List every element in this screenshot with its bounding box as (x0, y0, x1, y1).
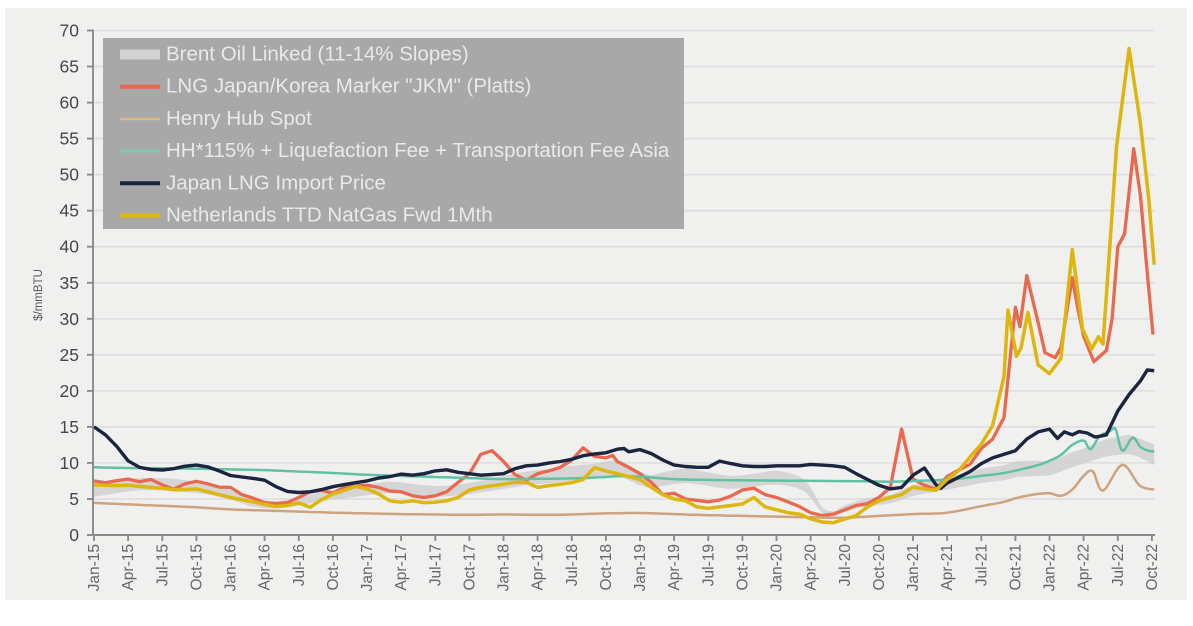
svg-text:35: 35 (60, 273, 79, 293)
svg-text:Oct-20: Oct-20 (871, 544, 888, 591)
svg-text:5: 5 (69, 489, 79, 509)
svg-text:Apr-15: Apr-15 (120, 544, 137, 591)
svg-text:60: 60 (60, 93, 80, 113)
svg-text:55: 55 (60, 129, 79, 149)
svg-text:Brent Oil Linked (11-14% Slope: Brent Oil Linked (11-14% Slopes) (166, 43, 469, 66)
svg-text:Jan-18: Jan-18 (496, 544, 513, 591)
svg-text:20: 20 (60, 381, 80, 401)
svg-text:Jul-18: Jul-18 (564, 544, 581, 586)
svg-text:25: 25 (60, 345, 79, 365)
svg-text:Jan-16: Jan-16 (223, 544, 240, 591)
svg-text:50: 50 (60, 165, 80, 185)
svg-text:Jul-20: Jul-20 (837, 544, 854, 587)
svg-text:Oct-18: Oct-18 (598, 544, 615, 591)
svg-text:$/mmBTU: $/mmBTU (33, 269, 45, 321)
svg-text:30: 30 (60, 309, 80, 329)
svg-text:Apr-18: Apr-18 (530, 544, 547, 591)
svg-text:Apr-20: Apr-20 (803, 544, 820, 591)
svg-text:Jan-19: Jan-19 (632, 544, 649, 591)
svg-text:Oct-21: Oct-21 (1007, 544, 1024, 591)
svg-text:Apr-19: Apr-19 (666, 544, 683, 591)
svg-text:Apr-21: Apr-21 (939, 544, 956, 591)
svg-text:Oct-19: Oct-19 (734, 544, 751, 591)
svg-text:0: 0 (69, 525, 79, 545)
svg-text:Jul-15: Jul-15 (154, 544, 171, 586)
svg-text:10: 10 (60, 453, 80, 473)
svg-text:Jul-19: Jul-19 (700, 544, 717, 586)
svg-text:Oct-15: Oct-15 (188, 544, 205, 591)
svg-text:Oct-17: Oct-17 (461, 544, 478, 591)
svg-text:45: 45 (60, 201, 79, 221)
svg-text:Henry Hub Spot: Henry Hub Spot (166, 107, 312, 130)
svg-text:Apr-16: Apr-16 (257, 544, 274, 591)
svg-text:15: 15 (60, 417, 79, 437)
svg-text:HH*115% + Liquefaction Fee + T: HH*115% + Liquefaction Fee + Transportat… (166, 139, 670, 162)
svg-text:40: 40 (60, 237, 80, 257)
svg-text:70: 70 (60, 21, 80, 41)
svg-text:Jul-17: Jul-17 (427, 544, 444, 586)
svg-text:Jan-15: Jan-15 (86, 544, 103, 591)
svg-text:Jul-22: Jul-22 (1110, 544, 1127, 586)
svg-text:Apr-22: Apr-22 (1076, 544, 1093, 591)
svg-text:Oct-22: Oct-22 (1144, 544, 1161, 591)
svg-text:Jan-20: Jan-20 (769, 544, 786, 592)
svg-text:Oct-16: Oct-16 (325, 544, 342, 591)
svg-text:65: 65 (60, 57, 79, 77)
svg-text:Japan LNG Import Price: Japan LNG Import Price (166, 171, 386, 194)
svg-text:Jul-16: Jul-16 (291, 544, 308, 586)
svg-text:Apr-17: Apr-17 (393, 544, 410, 591)
svg-text:Jul-21: Jul-21 (973, 544, 990, 586)
svg-text:Jan-21: Jan-21 (905, 544, 922, 591)
svg-text:Netherlands TTD NatGas Fwd 1Mt: Netherlands TTD NatGas Fwd 1Mth (166, 204, 493, 227)
svg-text:Jan-22: Jan-22 (1042, 544, 1059, 591)
svg-text:LNG Japan/Korea Marker "JKM" (: LNG Japan/Korea Marker "JKM" (Platts) (166, 75, 531, 98)
svg-text:Jan-17: Jan-17 (359, 544, 376, 591)
